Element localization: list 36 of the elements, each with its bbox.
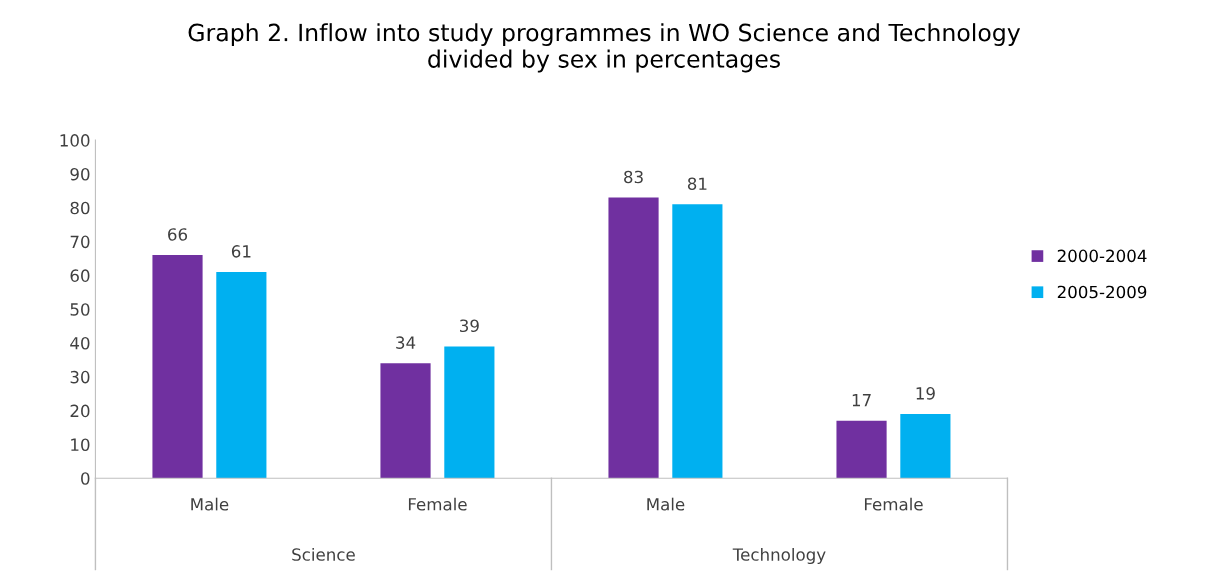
- bar: [900, 414, 951, 479]
- y-tick-label: 0: [81, 472, 90, 485]
- bar: [380, 363, 431, 479]
- data-label: 39: [460, 319, 479, 333]
- bar: [608, 197, 659, 479]
- text: Technology: [732, 547, 826, 565]
- bar: [152, 255, 203, 479]
- y-tick-label: 20: [70, 404, 90, 418]
- text: Science: [292, 547, 355, 561]
- y-tick-label: 100: [60, 134, 90, 147]
- data-label: 83: [624, 170, 643, 184]
- x-tick-label: Female: [864, 497, 923, 511]
- y-tick-label: 90: [70, 167, 90, 181]
- y-tick-label: 40: [70, 336, 90, 350]
- y-tick-label: 70: [70, 235, 90, 249]
- chart-title: Graph 2. Inflow into study programmes in WO Science and Technology divided by sex in percentages: [188, 23, 1021, 73]
- data-label: 34: [396, 336, 416, 349]
- legend-label: 2005-2009: [1057, 285, 1147, 299]
- x-tick-label: Male: [647, 497, 685, 511]
- data-label: 61: [231, 245, 251, 258]
- data-label: 19: [916, 387, 935, 400]
- data-label: 66: [168, 228, 188, 241]
- y-tick-label: 10: [71, 438, 90, 452]
- legend-label: 2000-2004: [1057, 249, 1147, 263]
- bar: [216, 271, 267, 479]
- y-tick-label: 80: [70, 201, 90, 215]
- data-label: 17: [852, 394, 871, 407]
- y-tick-label: 60: [70, 269, 90, 282]
- bar: [836, 420, 887, 479]
- bar: [444, 346, 495, 479]
- x-tick-label: Male: [191, 497, 229, 511]
- y-tick-label: 30: [70, 370, 90, 384]
- x-tick-label: Female: [408, 497, 467, 511]
- y-tick-label: 50: [70, 303, 90, 316]
- data-label: 81: [687, 177, 707, 191]
- bar: [672, 204, 723, 479]
